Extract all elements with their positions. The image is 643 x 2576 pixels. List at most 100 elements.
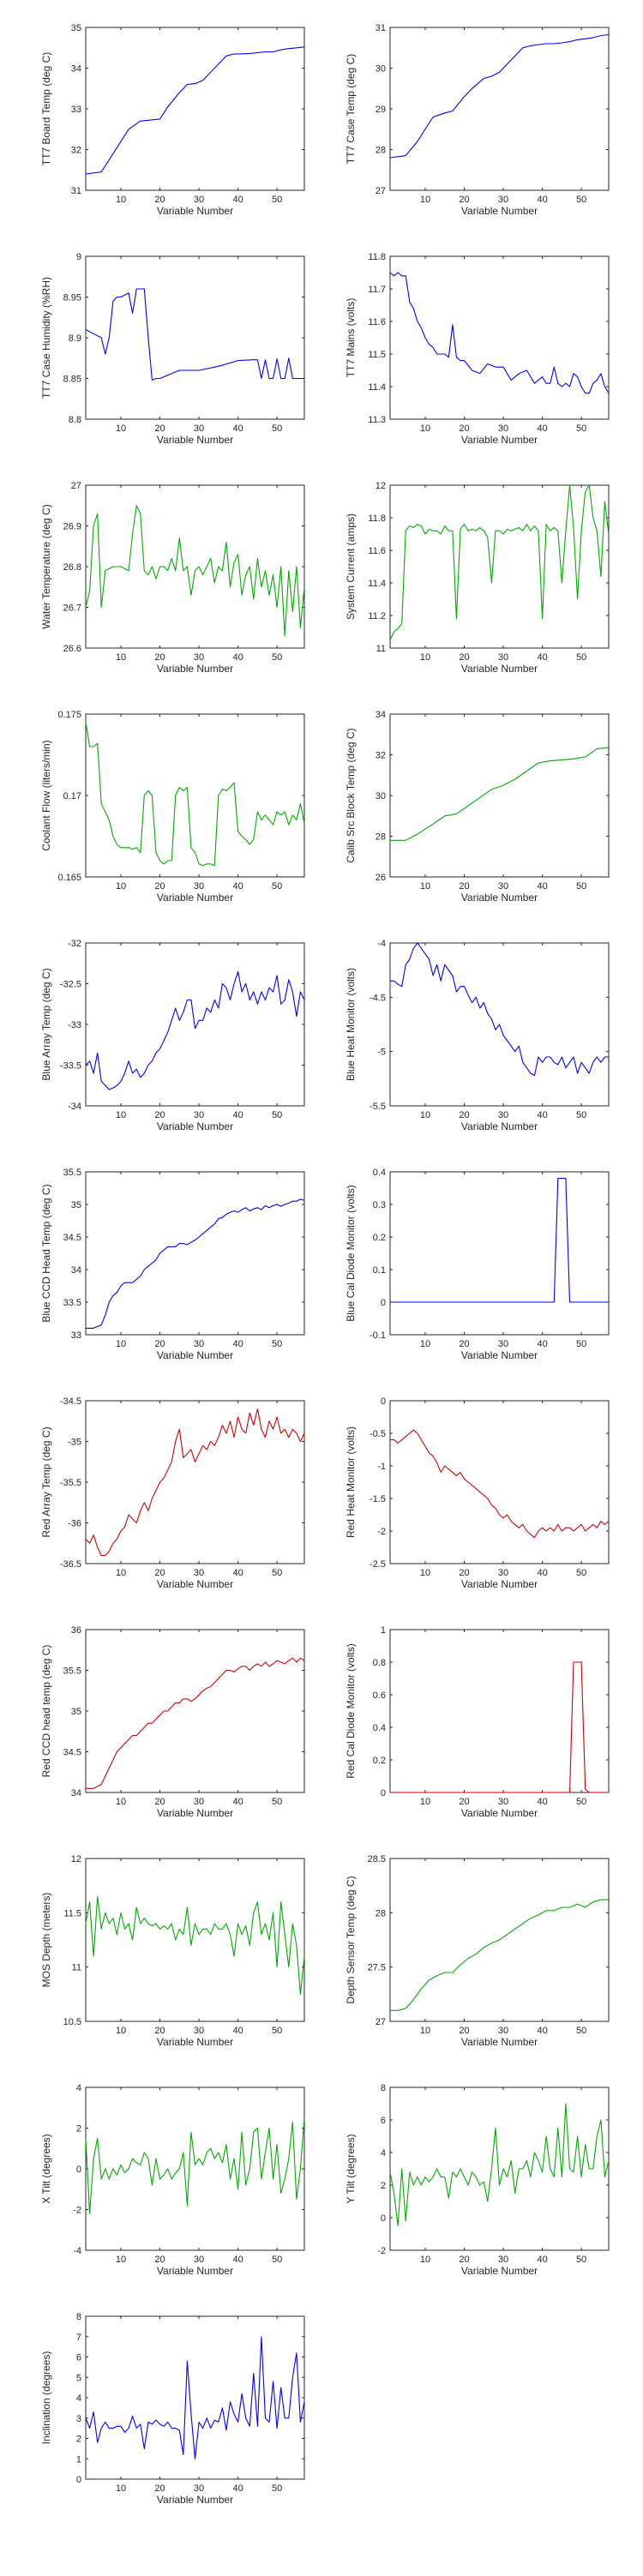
y-tick-label: -33 <box>68 1020 81 1030</box>
x-tick-label: 40 <box>232 195 243 205</box>
x-tick-label: 10 <box>116 2255 126 2265</box>
series-line <box>389 484 610 640</box>
y-tick-label: 28 <box>376 832 386 843</box>
y-tick-label: 31 <box>71 186 81 196</box>
y-tick-label: 28 <box>376 1908 386 1918</box>
x-tick-label: 20 <box>154 1568 165 1578</box>
x-tick-label: 30 <box>498 2026 508 2036</box>
y-tick-label: 0.2 <box>373 1756 386 1766</box>
x-axis-label: Variable Number <box>157 892 233 904</box>
y-tick-label: 35.5 <box>63 1666 81 1677</box>
y-tick-label: 33 <box>71 105 81 115</box>
x-tick-label: 50 <box>272 2026 282 2036</box>
y-tick-label: 28 <box>376 146 386 156</box>
y-tick-label: 26.9 <box>63 522 81 532</box>
series-line <box>85 288 304 381</box>
x-axis-label: Variable Number <box>157 1578 233 1590</box>
x-tick-label: 30 <box>194 1568 204 1578</box>
x-tick-label: 20 <box>154 652 165 663</box>
y-axis-label: Inclination (degrees) <box>40 2351 52 2445</box>
x-tick-label: 10 <box>116 423 126 434</box>
series-line <box>86 1198 305 1329</box>
x-tick-label: 50 <box>576 2255 586 2265</box>
x-tick-label: 50 <box>576 881 586 892</box>
x-tick-label: 40 <box>537 1797 547 1807</box>
x-tick-label: 30 <box>194 2255 204 2265</box>
chart-15: 10 20 30 40 50 34 34.5 35 35.5 36 Variable Number R… <box>40 1625 305 1819</box>
y-tick-label: -4.5 <box>370 993 386 1003</box>
y-tick-label: 6 <box>381 2116 386 2126</box>
y-tick-label: 0.17 <box>63 791 81 802</box>
x-tick-label: 30 <box>194 652 204 663</box>
x-tick-label: 30 <box>498 195 508 205</box>
y-tick-label: 2 <box>381 2181 386 2191</box>
y-tick-label: 8.9 <box>69 333 81 344</box>
y-tick-label: 27 <box>376 2017 386 2027</box>
x-tick-label: 50 <box>272 2255 282 2265</box>
y-axis-label: Calib Src Block Temp (deg C) <box>345 728 357 862</box>
y-tick-label: 5 <box>76 2373 81 2383</box>
x-tick-label: 10 <box>116 1339 126 1349</box>
y-tick-label: 8 <box>76 2312 81 2322</box>
y-tick-label: 26 <box>376 873 386 883</box>
y-tick-label: 0.2 <box>373 1233 386 1243</box>
y-tick-label: 8 <box>381 2083 386 2093</box>
x-tick-label: 40 <box>232 2026 243 2036</box>
plot-area <box>389 1629 610 1793</box>
series-line <box>390 942 609 1077</box>
plot-area <box>389 1400 610 1564</box>
x-tick-label: 40 <box>537 195 547 205</box>
x-tick-label: 10 <box>420 652 430 663</box>
y-axis-label: Blue Array Temp (deg C) <box>40 968 52 1080</box>
x-tick-label: 10 <box>420 881 430 892</box>
series-line <box>85 46 305 175</box>
y-tick-label: -36 <box>68 1519 81 1529</box>
plot-area <box>85 484 305 649</box>
y-tick-label: 29 <box>376 105 386 115</box>
y-tick-label: 36 <box>71 1625 81 1636</box>
y-tick-label: 12 <box>376 481 386 491</box>
x-tick-label: 50 <box>272 423 282 434</box>
x-tick-label: 20 <box>154 423 165 434</box>
x-tick-label: 50 <box>576 2026 586 2036</box>
y-tick-label: 11.6 <box>368 317 386 327</box>
x-tick-label: 40 <box>537 1339 547 1349</box>
x-tick-label: 20 <box>459 195 469 205</box>
x-tick-label: 50 <box>272 881 282 892</box>
x-tick-label: 50 <box>576 1110 586 1120</box>
y-tick-label: 0.4 <box>373 1168 386 1178</box>
x-tick-label: 10 <box>420 2255 430 2265</box>
y-tick-label: 11.7 <box>368 285 386 295</box>
y-axis-label: TT7 Case Humidity (%RH) <box>40 277 52 399</box>
y-tick-label: 7 <box>76 2333 81 2343</box>
series-line <box>390 1178 609 1303</box>
plot-area <box>85 1629 305 1793</box>
plot-area <box>389 713 610 878</box>
x-tick-label: 30 <box>194 2483 204 2494</box>
y-tick-label: 35 <box>71 23 81 33</box>
x-tick-label: 30 <box>498 2255 508 2265</box>
y-axis-label: Blue Heat Monitor (volts) <box>345 968 357 1081</box>
x-tick-label: 10 <box>420 1110 430 1120</box>
y-tick-label: 8.95 <box>63 293 81 303</box>
x-tick-label: 20 <box>154 2483 165 2494</box>
x-tick-label: 40 <box>537 1568 547 1578</box>
y-axis-label: System Current (amps) <box>345 513 357 620</box>
x-tick-label: 20 <box>459 652 469 663</box>
plot-area <box>85 713 305 878</box>
x-axis-label: Variable Number <box>157 1349 233 1361</box>
y-tick-label: 11.4 <box>368 382 386 393</box>
y-axis-label: Blue Cal Diode Monitor (volts) <box>345 1185 357 1321</box>
x-tick-label: 50 <box>576 195 586 205</box>
x-tick-label: 20 <box>459 423 469 434</box>
y-tick-label: 26.7 <box>63 603 81 614</box>
x-axis-label: Variable Number <box>461 2265 538 2277</box>
y-tick-label: 11.4 <box>368 579 386 589</box>
y-tick-label: 34 <box>71 1265 81 1276</box>
x-tick-label: 10 <box>420 195 430 205</box>
y-tick-label: 2 <box>76 2435 81 2445</box>
y-axis-label: TT7 Mains (volts) <box>345 298 357 378</box>
y-axis-label: MOS Depth (meters) <box>40 1893 52 1988</box>
series-line <box>389 272 610 394</box>
